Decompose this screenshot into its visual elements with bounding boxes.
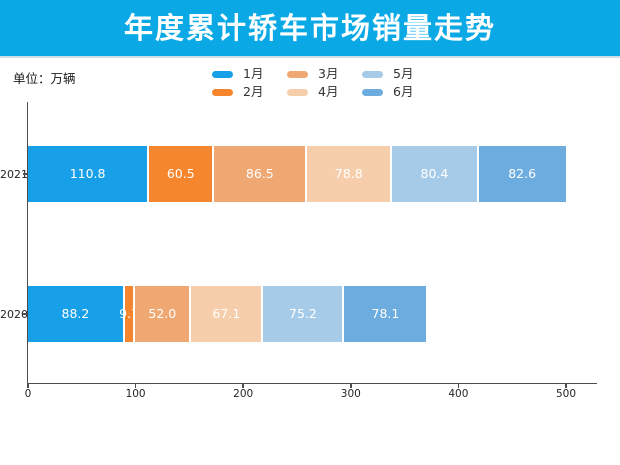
bar-value-label: 78.8 [334,165,363,181]
chart-title: 年度累计轿车市场销量走势 [123,10,496,45]
title-banner: 年度累计轿车市场销量走势 [0,0,620,56]
y-tick-mark [22,313,27,315]
bar-segment-2020-month-5: 75.2 [261,286,343,342]
bar-value-label: 75.2 [289,305,317,321]
legend-item-label: 1月 [243,66,264,82]
legend-item-label: 6月 [393,84,414,100]
legend-item-month-3: 3月 [287,68,343,81]
bar-segment-2020-month-2: 9.7 [119,286,139,342]
legend-swatch-icon [287,89,308,96]
bar-segment-2021-month-6: 82.6 [476,146,566,202]
legend-item-label: 4月 [318,84,339,100]
x-tick-mark [565,384,567,388]
x-tick-mark [242,384,244,388]
bar-value-label: 88.2 [61,305,90,321]
y-axis-line [26,102,28,384]
x-tick-label: 400 [448,387,469,400]
legend: 1月 2月 3月 4月 5月 6月 [212,68,418,99]
bar-value-label: 80.4 [420,165,449,181]
y-tick-label-2021: 2021 [0,167,28,181]
legend-item-month-1: 1月 [212,68,268,81]
bar-segment-2020-month-1: 88.2 [28,286,123,342]
legend-swatch-icon [362,71,383,78]
legend-item-month-2: 2月 [212,86,268,99]
x-tick-mark [27,384,29,388]
bar-value-label: 110.8 [69,165,106,181]
bar-segment-2021-month-1: 110.8 [28,146,148,202]
bar-value-label: 78.1 [371,305,400,321]
x-tick-mark [457,384,460,388]
legend-swatch-icon [212,89,233,96]
x-tick-label: 500 [555,387,577,400]
x-tick-mark [350,384,352,388]
unit-label: 单位：万辆 [13,71,76,86]
legend-item-label: 2月 [243,84,264,100]
bar-segment-2020-month-6: 78.1 [342,286,427,342]
y-tick-label-2020: 2020 [0,307,28,321]
bar-segment-2020-month-3: 52.0 [133,286,190,342]
bar-value-label: 86.5 [245,165,274,181]
bar-segment-2021-month-4: 78.8 [305,146,391,202]
legend-item-label: 3月 [318,66,339,82]
legend-swatch-icon [287,71,308,78]
bar-segment-2021-month-3: 86.5 [212,146,306,202]
x-tick-label: 200 [233,387,254,400]
legend-item-month-4: 4月 [287,86,343,99]
bar-value-label: 52.0 [148,305,177,321]
legend-swatch-icon [212,71,233,78]
legend-swatch-icon [362,89,383,96]
x-tick-label: 100 [125,387,146,400]
legend-item-month-6: 6月 [362,86,418,99]
bar-value-label: 82.6 [508,165,537,181]
legend-item-month-5: 5月 [362,68,418,81]
bar-value-label: 67.1 [212,305,241,321]
banner-divider [0,56,620,58]
legend-item-label: 5月 [393,66,414,82]
bar-segment-2020-month-4: 67.1 [189,286,262,342]
y-tick-mark [22,173,27,175]
bar-segment-2021-month-2: 60.5 [147,146,213,202]
x-tick-mark [134,384,137,388]
x-tick-label: 300 [340,387,361,400]
x-tick-label: 0 [24,387,32,400]
x-axis-line [26,382,597,384]
bar-segment-2021-month-5: 80.4 [390,146,477,202]
bar-value-label: 60.5 [166,165,195,181]
